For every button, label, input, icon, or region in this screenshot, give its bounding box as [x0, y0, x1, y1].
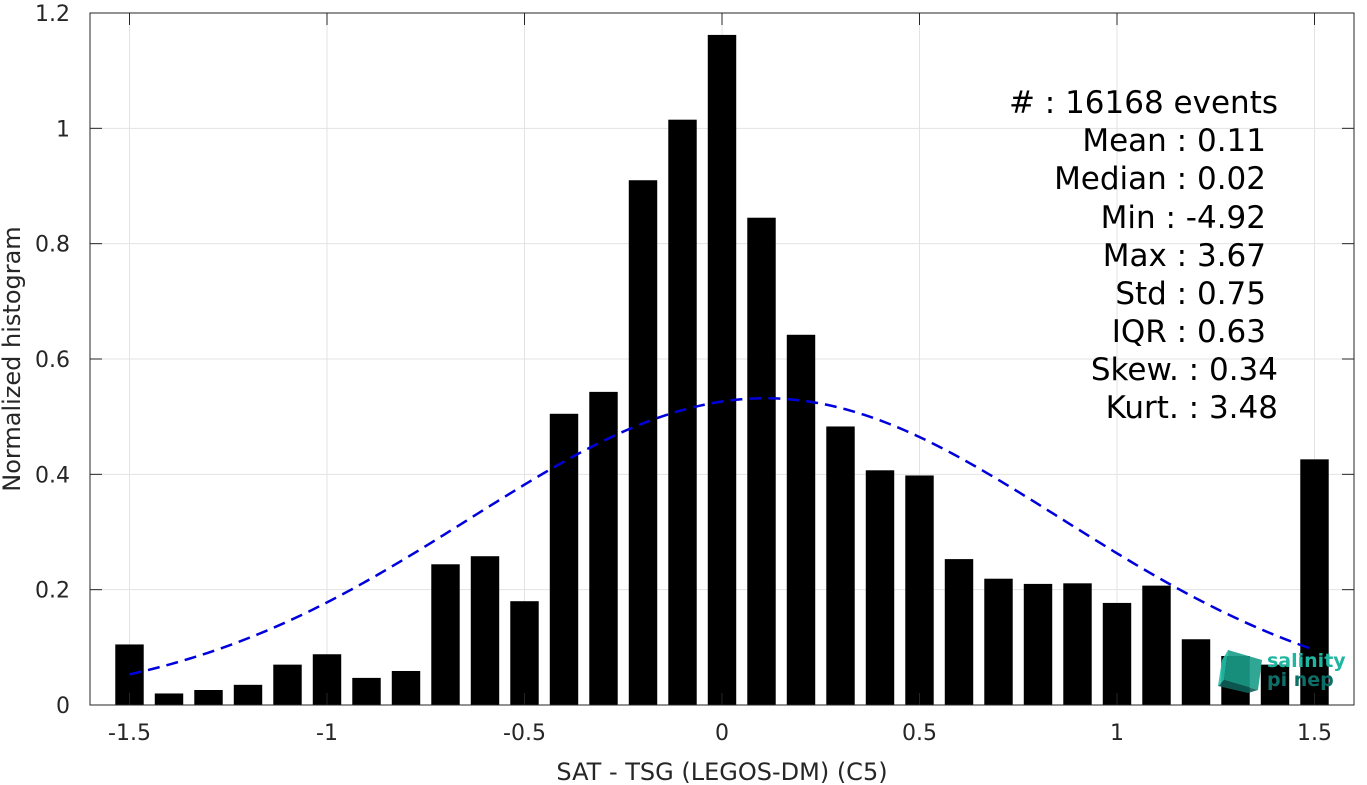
- histogram-bar: [944, 559, 974, 705]
- stat-events: # : 16168 events: [1009, 85, 1278, 121]
- stat-max: Max : 3.67: [1103, 238, 1266, 274]
- x-tick-label: 1: [1110, 721, 1124, 746]
- y-tick-label: 0: [56, 694, 70, 719]
- histogram-bar: [1181, 639, 1211, 705]
- histogram-bar: [826, 426, 855, 705]
- y-tick-label: 0.6: [35, 348, 70, 373]
- histogram-bar: [1142, 585, 1171, 705]
- histogram-bar: [707, 34, 737, 706]
- histogram-bar: [1023, 583, 1053, 705]
- histogram-bar: [233, 684, 263, 705]
- y-tick-label: 1: [56, 117, 70, 142]
- histogram-bar: [470, 556, 500, 705]
- histogram-bar: [984, 578, 1013, 705]
- x-axis-label: SAT - TSG (LEGOS-DM) (C5): [556, 758, 887, 785]
- histogram-bar: [1102, 602, 1132, 705]
- stat-kurt: Kurt. : 3.48: [1106, 390, 1278, 426]
- histogram-bar: [194, 690, 223, 705]
- stat-std: Std : 0.75: [1115, 276, 1266, 312]
- x-tick-label: -1.5: [108, 721, 151, 746]
- histogram-bar: [1260, 664, 1290, 705]
- histogram-bar: [510, 601, 539, 705]
- tick-labels: -1.5 -1 -0.5 0 0.5 1 1.5 0 0.2 0.4 0.6 0.8 1 1.2: [35, 2, 1332, 746]
- histogram-bar: [865, 470, 895, 705]
- histogram-bar: [747, 217, 776, 705]
- y-tick-label: 0.8: [35, 233, 70, 258]
- bars: [115, 34, 1329, 706]
- histogram-bar: [391, 670, 421, 705]
- axes: [89, 12, 1355, 706]
- histogram-bar: [905, 475, 934, 705]
- logo-text-line1: salinity: [1267, 650, 1346, 672]
- histogram-bar: [154, 693, 184, 705]
- histogram-bar: [352, 677, 381, 705]
- y-tick-label: 0.4: [35, 463, 70, 488]
- y-tick-label: 1.2: [35, 2, 70, 27]
- histogram-bar: [431, 564, 460, 705]
- stat-median: Median : 0.02: [1054, 161, 1266, 197]
- x-tick-label: 0.5: [902, 721, 937, 746]
- gaussian-fit-line: [129, 397, 1315, 676]
- histogram-bar: [273, 664, 302, 705]
- logo-text-line2: pi nep: [1267, 669, 1334, 691]
- x-tick-label: -1: [316, 721, 338, 746]
- salinity-pimep-logo: salinity pi nep: [1218, 650, 1346, 693]
- logo-cube-icon: [1218, 650, 1262, 693]
- stat-skew: Skew. : 0.34: [1091, 352, 1278, 388]
- histogram-bar: [628, 180, 658, 705]
- histogram-bar: [589, 391, 618, 705]
- stat-mean: Mean : 0.11: [1082, 123, 1266, 159]
- x-tick-label: -0.5: [503, 721, 546, 746]
- y-axis-label: Normalized histogram: [0, 226, 26, 491]
- fit-curve: [129, 397, 1315, 676]
- histogram-bar: [1063, 583, 1092, 705]
- histogram-bar: [668, 119, 697, 705]
- stats-box: # : 16168 events Mean : 0.11 Median : 0.…: [1009, 85, 1278, 426]
- x-tick-label: 0: [715, 721, 729, 746]
- histogram-bar: [1300, 459, 1329, 705]
- stat-min: Min : -4.92: [1101, 200, 1266, 236]
- histogram-bar: [786, 334, 816, 705]
- x-tick-label: 1.5: [1297, 721, 1332, 746]
- y-tick-label: 0.2: [35, 579, 70, 604]
- stat-iqr: IQR : 0.63: [1112, 314, 1266, 350]
